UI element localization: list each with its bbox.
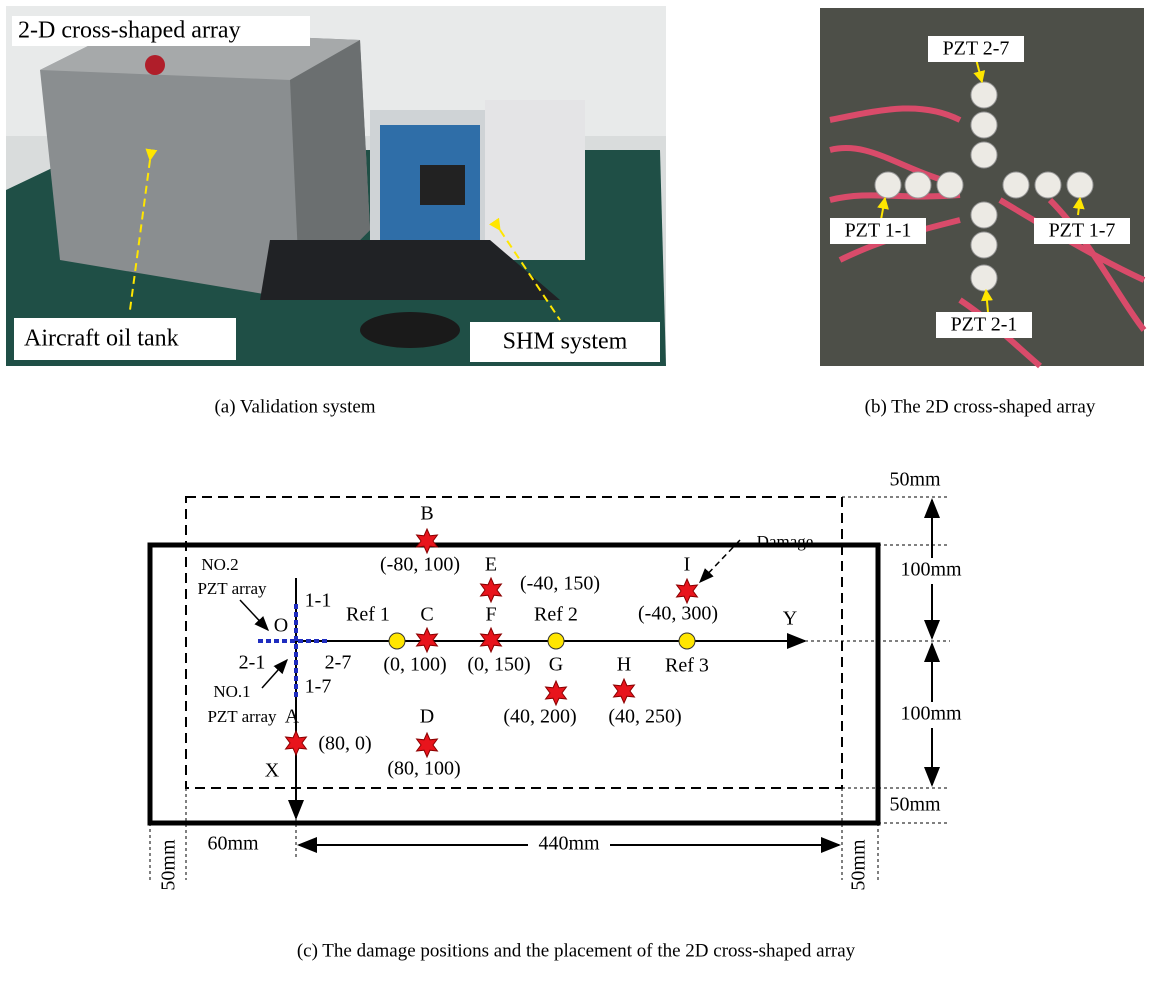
damage-coord: (0, 100) xyxy=(383,654,446,676)
damage-coord: (-40, 300) xyxy=(638,603,718,625)
array-label: NO.2 xyxy=(201,555,238,574)
label: PZT 1-1 xyxy=(845,220,912,242)
damage-coord: (-80, 100) xyxy=(380,554,460,576)
damage-name: D xyxy=(420,706,434,728)
caption: (c) The damage positions and the placeme… xyxy=(297,940,856,961)
label: PZT 2-1 xyxy=(951,314,1018,336)
dimension: 100mm xyxy=(900,703,962,725)
array-label: NO.1 xyxy=(213,682,250,701)
damage-name: C xyxy=(420,604,433,626)
damage-marker xyxy=(481,578,502,602)
reference-label: Ref 2 xyxy=(534,604,578,626)
damage-label: Damage xyxy=(757,532,814,551)
damage-marker xyxy=(286,731,307,755)
damage-coord: (0, 150) xyxy=(467,654,530,676)
axis-label: Y xyxy=(783,608,797,630)
damage-name: A xyxy=(285,706,300,728)
damage-name: G xyxy=(549,654,563,676)
damage-coord: (80, 100) xyxy=(387,758,460,780)
caption: (a) Validation system xyxy=(214,396,375,417)
damage-marker xyxy=(614,679,635,703)
label: PZT 1-7 xyxy=(1049,220,1116,242)
array-end: 2-1 xyxy=(239,652,266,674)
damage-name: I xyxy=(684,554,691,576)
dimension: 440mm xyxy=(538,833,600,855)
array-label: PZT array xyxy=(197,579,267,598)
dimension: 50mm xyxy=(889,469,941,491)
damage-coord: (40, 250) xyxy=(608,706,681,728)
dimension: 50mm xyxy=(889,794,941,816)
caption: (b) The 2D cross-shaped array xyxy=(865,396,1096,417)
damage-coord: (80, 0) xyxy=(318,733,371,755)
damage-marker xyxy=(417,529,438,553)
damage-marker xyxy=(417,733,438,757)
label: PZT 2-7 xyxy=(943,38,1010,60)
reference-label: Ref 3 xyxy=(665,655,709,677)
damage-name: E xyxy=(485,554,497,576)
damage-marker xyxy=(546,681,567,705)
label: 2-D cross-shaped array xyxy=(18,18,241,44)
label: Aircraft oil tank xyxy=(24,326,179,352)
dimension: 100mm xyxy=(900,559,962,581)
damage-name: B xyxy=(420,503,433,525)
dimension: 50mm xyxy=(848,839,870,891)
damage-coord: (40, 200) xyxy=(503,706,576,728)
array-end: 2-7 xyxy=(325,652,352,674)
reference-label: Ref 1 xyxy=(346,604,390,626)
array-end: 1-7 xyxy=(305,676,332,698)
figure: 2-D cross-shaped array Aircraft oil tank… xyxy=(0,0,1153,988)
array-end: 1-1 xyxy=(305,590,332,612)
damage-marker xyxy=(677,579,698,603)
origin-label: O xyxy=(274,615,288,637)
axis-label: X xyxy=(265,760,280,782)
photo-a xyxy=(6,6,666,366)
damage-name: H xyxy=(617,654,631,676)
label: SHM system xyxy=(503,329,628,355)
damage-coord: (-40, 150) xyxy=(520,573,600,595)
array-label: PZT array xyxy=(207,707,277,726)
photo-b xyxy=(820,8,1144,366)
dimension: 60mm xyxy=(207,833,259,855)
damage-name: F xyxy=(485,604,496,626)
dimension: 50mm xyxy=(158,839,180,891)
